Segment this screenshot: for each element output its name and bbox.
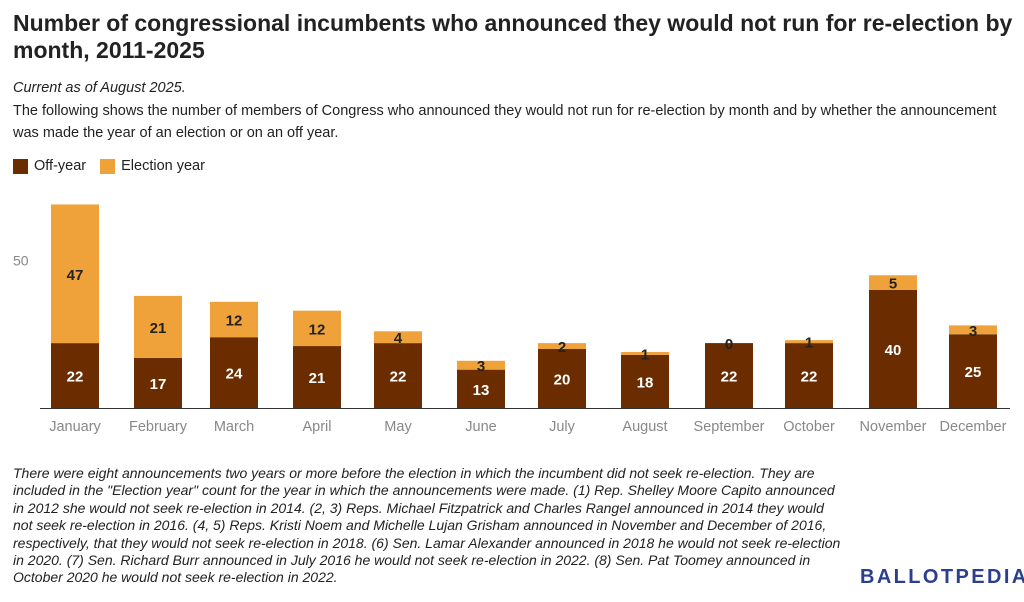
stacked-bar-chart: 502247January1721February2412March2112Ap… — [13, 204, 1010, 435]
x-tick-label: July — [549, 419, 576, 435]
data-label-off-year: 40 — [885, 342, 902, 359]
bar-election-year — [210, 301, 258, 338]
data-label-election-year: 21 — [150, 320, 167, 337]
legend-item-off-year: Off-year — [13, 158, 86, 174]
bar-off-year — [705, 343, 753, 408]
y-tick-label: 50 — [13, 253, 29, 269]
legend-swatch-off-year — [13, 158, 28, 174]
bar-off-year — [210, 337, 258, 408]
bar-off-year — [949, 334, 997, 408]
data-label-election-year: 4 — [394, 330, 403, 347]
data-label-election-year: 3 — [477, 358, 485, 375]
data-label-off-year: 20 — [554, 372, 571, 389]
data-label-off-year: 24 — [226, 366, 243, 383]
data-label-off-year: 22 — [67, 369, 84, 386]
data-label-off-year: 18 — [637, 374, 654, 391]
legend: Off-year Election year — [13, 158, 219, 174]
data-label-off-year: 22 — [390, 369, 407, 386]
x-tick-label: March — [214, 419, 254, 435]
data-label-election-year: 12 — [309, 321, 326, 338]
data-label-election-year: 1 — [805, 335, 813, 352]
data-label-election-year: 12 — [226, 313, 243, 330]
data-label-election-year: 5 — [889, 276, 897, 293]
bar-off-year — [869, 290, 917, 408]
data-label-election-year: 47 — [67, 267, 84, 284]
bar-election-year — [785, 340, 833, 344]
footnote: There were eight announcements two years… — [13, 465, 841, 586]
x-tick-label: January — [49, 419, 101, 435]
bar-election-year — [374, 331, 422, 344]
bar-off-year — [374, 343, 422, 408]
bar-election-year — [949, 325, 997, 335]
chart-description: The following shows the number of member… — [13, 103, 997, 141]
data-label-election-year: 3 — [969, 323, 977, 340]
x-tick-label: August — [622, 419, 667, 435]
data-label-election-year: 0 — [725, 336, 733, 353]
bar-election-year — [51, 204, 99, 344]
legend-item-election-year: Election year — [100, 158, 205, 174]
bar-election-year — [293, 310, 341, 347]
x-tick-label: June — [465, 419, 496, 435]
bar-off-year — [293, 346, 341, 408]
data-label-off-year: 25 — [965, 364, 982, 381]
legend-label-election-year: Election year — [121, 158, 205, 174]
bar-off-year — [457, 369, 505, 408]
chart-title: Number of congressional incumbents who a… — [13, 10, 1013, 63]
legend-swatch-election-year — [100, 158, 116, 174]
x-tick-label: October — [783, 419, 835, 435]
ballotpedia-logo: BALLOTPEDIA — [860, 566, 1024, 588]
bar-election-year — [457, 360, 505, 370]
data-label-off-year: 22 — [801, 369, 818, 386]
data-label-election-year: 1 — [641, 346, 649, 363]
x-tick-label: April — [302, 419, 331, 435]
data-label-off-year: 21 — [309, 370, 326, 387]
bar-off-year — [621, 354, 669, 408]
bar-election-year — [538, 343, 586, 349]
bar-off-year — [51, 343, 99, 408]
legend-label-off-year: Off-year — [34, 158, 87, 174]
x-tick-label: September — [694, 419, 765, 435]
as-of-note: Current as of August 2025. — [13, 80, 186, 96]
x-tick-label: May — [384, 419, 412, 435]
bar-off-year — [785, 343, 833, 408]
bar-election-year — [134, 295, 182, 358]
data-label-election-year: 2 — [558, 339, 566, 356]
x-tick-label: November — [860, 419, 927, 435]
bar-election-year — [869, 275, 917, 290]
data-label-off-year: 22 — [721, 369, 738, 386]
x-tick-label: February — [129, 419, 188, 435]
data-label-off-year: 17 — [150, 376, 167, 393]
bar-election-year — [621, 351, 669, 355]
x-tick-label: December — [940, 419, 1007, 435]
bar-off-year — [538, 349, 586, 408]
data-label-off-year: 13 — [473, 382, 490, 399]
bar-off-year — [134, 357, 182, 408]
